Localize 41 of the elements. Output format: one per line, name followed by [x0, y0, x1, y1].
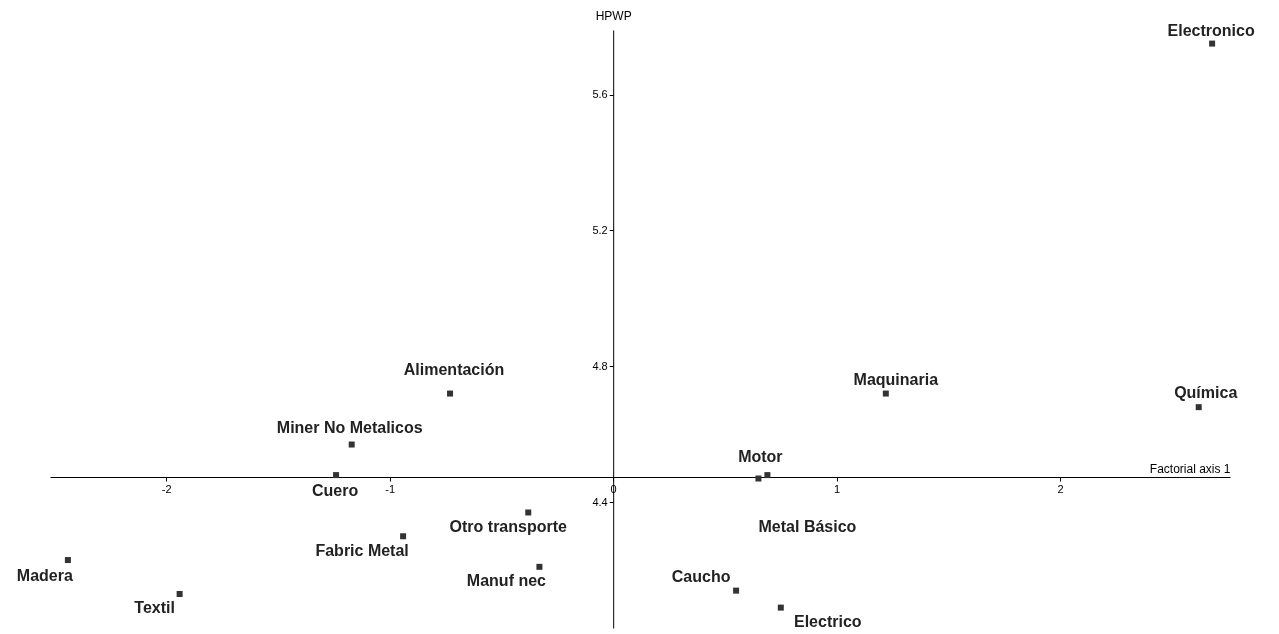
- annotation: Otro transporte: [449, 518, 568, 536]
- annotation: Miner No Metalicos: [276, 418, 423, 436]
- annotation: Electronico: [1167, 21, 1255, 39]
- annotation: Metal Básico: [758, 517, 857, 535]
- annotation: Textil: [134, 599, 175, 617]
- y-tick-label: 4.8: [592, 359, 608, 372]
- x-tick-label: 2: [1057, 482, 1064, 495]
- annotation: Maquinaria: [853, 370, 939, 388]
- annotation: Cuero: [311, 482, 359, 500]
- x-axis-title: Factorial axis 1: [1149, 461, 1231, 476]
- point: [1195, 404, 1202, 411]
- point: [777, 604, 784, 611]
- annotation: Caucho: [671, 567, 731, 585]
- point: [400, 533, 407, 540]
- annotation: Química: [1174, 384, 1238, 402]
- point: [64, 557, 71, 564]
- y-tick-label: 5.6: [592, 88, 608, 101]
- y-tick-label: 4.4: [592, 495, 608, 508]
- point: [525, 509, 532, 516]
- point: [1209, 40, 1216, 47]
- annotation: Alimentación: [403, 360, 505, 378]
- y-axis-title: HPWP: [595, 8, 632, 23]
- point: [176, 591, 183, 598]
- annotation: Manuf nec: [466, 571, 547, 589]
- x-tick-label: -2: [161, 482, 172, 495]
- x-tick-label: 0: [610, 482, 617, 495]
- point: [447, 390, 454, 397]
- x-tick-label: -1: [385, 482, 396, 495]
- point: [348, 441, 355, 448]
- point: [333, 472, 340, 479]
- y-tick-label: 5.2: [592, 223, 608, 236]
- annotation: Electrico: [794, 612, 862, 630]
- annotation: Fabric Metal: [315, 542, 409, 560]
- annotation: Motor: [738, 448, 783, 466]
- point: [764, 472, 771, 479]
- point: [536, 563, 543, 570]
- x-tick-label: 1: [834, 482, 841, 495]
- point: [882, 390, 889, 397]
- point: [755, 475, 762, 482]
- annotation: Madera: [16, 567, 73, 585]
- point: [733, 587, 740, 594]
